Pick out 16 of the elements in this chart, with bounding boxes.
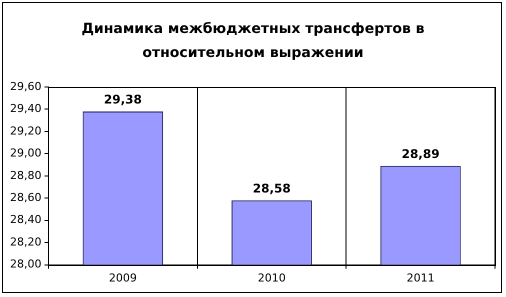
y-tick-label: 29,20 <box>10 124 42 138</box>
y-tick-label: 29,40 <box>10 102 42 116</box>
data-label: 29,38 <box>104 92 142 107</box>
y-tick-label: 28,40 <box>10 213 42 226</box>
y-tick-label: 29,60 <box>10 80 42 93</box>
data-label: 28,58 <box>252 181 291 196</box>
x-tick-label: 2009 <box>108 271 137 284</box>
y-tick-label: 28,80 <box>10 168 42 182</box>
x-tick-label: 2011 <box>406 271 435 284</box>
x-tick-label: 2010 <box>258 271 286 284</box>
y-tick-label: 28,00 <box>10 258 42 271</box>
data-label: 28,89 <box>402 147 440 162</box>
y-tick-label: 28,60 <box>10 190 42 204</box>
chart-title: Динамика межбюджетных трансфертов в относительном выражении <box>80 20 426 63</box>
y-tick-label: 28,20 <box>10 235 42 248</box>
y-tick-label: 29,00 <box>10 146 42 160</box>
